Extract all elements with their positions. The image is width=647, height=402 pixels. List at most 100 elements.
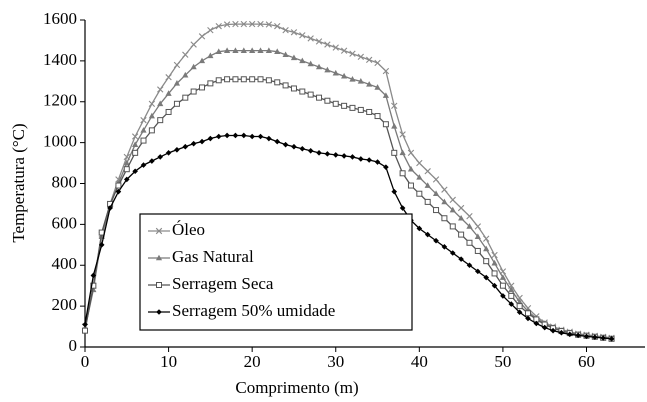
- marker: [508, 301, 515, 307]
- marker: [399, 205, 406, 211]
- marker: [173, 80, 181, 86]
- marker: [324, 66, 331, 73]
- marker: [224, 76, 231, 83]
- marker: [123, 159, 130, 166]
- marker: [365, 56, 373, 64]
- legend-marker: [156, 282, 162, 288]
- marker: [592, 334, 598, 340]
- legend-label: Óleo: [172, 220, 205, 239]
- marker: [516, 303, 523, 310]
- marker: [132, 141, 139, 147]
- marker: [248, 20, 256, 28]
- marker: [307, 91, 314, 98]
- marker: [332, 152, 339, 158]
- marker: [240, 76, 247, 83]
- marker: [282, 27, 289, 34]
- marker: [566, 331, 573, 338]
- marker: [257, 76, 264, 83]
- marker: [265, 21, 273, 28]
- marker: [165, 150, 172, 156]
- marker: [316, 94, 323, 101]
- marker: [207, 27, 214, 34]
- marker: [157, 100, 164, 107]
- legend: Óleo Gas Natural Serragem Seca Serragem 50%…: [139, 213, 413, 331]
- marker: [407, 149, 415, 157]
- marker: [357, 106, 364, 113]
- marker: [307, 35, 314, 42]
- marker: [399, 170, 406, 177]
- marker: [474, 233, 481, 239]
- marker: [466, 213, 473, 220]
- marker: [274, 79, 281, 86]
- marker: [241, 132, 247, 139]
- marker: [558, 329, 565, 336]
- marker: [290, 54, 298, 61]
- marker: [441, 186, 448, 193]
- marker: [324, 97, 331, 104]
- marker: [399, 131, 406, 138]
- marker: [332, 44, 339, 51]
- y-tick-label: 0: [69, 336, 78, 355]
- marker: [449, 223, 456, 230]
- y-tick-label: 1000: [43, 132, 77, 151]
- marker: [157, 86, 164, 93]
- marker: [257, 133, 264, 140]
- marker: [449, 196, 456, 204]
- marker: [290, 29, 298, 36]
- marker: [207, 52, 214, 59]
- marker: [224, 132, 230, 139]
- marker: [541, 324, 548, 331]
- marker: [165, 74, 172, 81]
- marker: [424, 198, 431, 205]
- marker: [190, 88, 197, 95]
- marker: [407, 165, 415, 172]
- marker: [232, 20, 239, 28]
- x-tick-label: 0: [81, 352, 90, 371]
- marker: [483, 274, 489, 281]
- marker: [433, 207, 440, 214]
- marker: [391, 102, 398, 110]
- marker: [232, 76, 239, 83]
- legend-box: [139, 213, 413, 331]
- marker: [274, 138, 281, 145]
- marker: [416, 174, 423, 180]
- marker: [290, 85, 297, 92]
- x-axis-label: Comprimento (m): [235, 378, 358, 397]
- marker: [407, 182, 414, 189]
- marker: [483, 258, 490, 265]
- marker: [466, 262, 473, 269]
- marker: [190, 63, 197, 70]
- marker: [324, 151, 331, 157]
- marker: [232, 132, 239, 139]
- marker: [550, 327, 556, 334]
- x-tick-label: 20: [244, 352, 261, 371]
- marker: [374, 84, 381, 90]
- marker: [341, 153, 347, 159]
- marker: [299, 88, 306, 95]
- marker: [249, 76, 256, 83]
- marker: [82, 327, 88, 334]
- marker: [449, 250, 456, 256]
- legend-label: Gas Natural: [172, 247, 254, 266]
- marker: [157, 117, 164, 124]
- marker: [608, 336, 615, 342]
- marker: [190, 140, 197, 147]
- marker: [240, 47, 247, 53]
- marker: [165, 108, 172, 115]
- marker: [483, 245, 490, 252]
- marker: [499, 274, 507, 280]
- marker: [374, 159, 381, 165]
- x-tick-label: 30: [327, 352, 344, 371]
- marker: [474, 223, 482, 230]
- marker: [140, 137, 147, 144]
- legend-label: Serragem 50% umidade: [172, 301, 335, 320]
- y-tick-label: 1600: [43, 9, 77, 28]
- marker: [223, 21, 231, 28]
- legend-label: Serragem Seca: [172, 274, 274, 293]
- y-tick-label: 600: [52, 213, 78, 232]
- marker: [90, 272, 97, 279]
- marker: [516, 298, 523, 305]
- marker: [575, 332, 581, 339]
- marker: [123, 176, 130, 183]
- marker: [475, 268, 481, 275]
